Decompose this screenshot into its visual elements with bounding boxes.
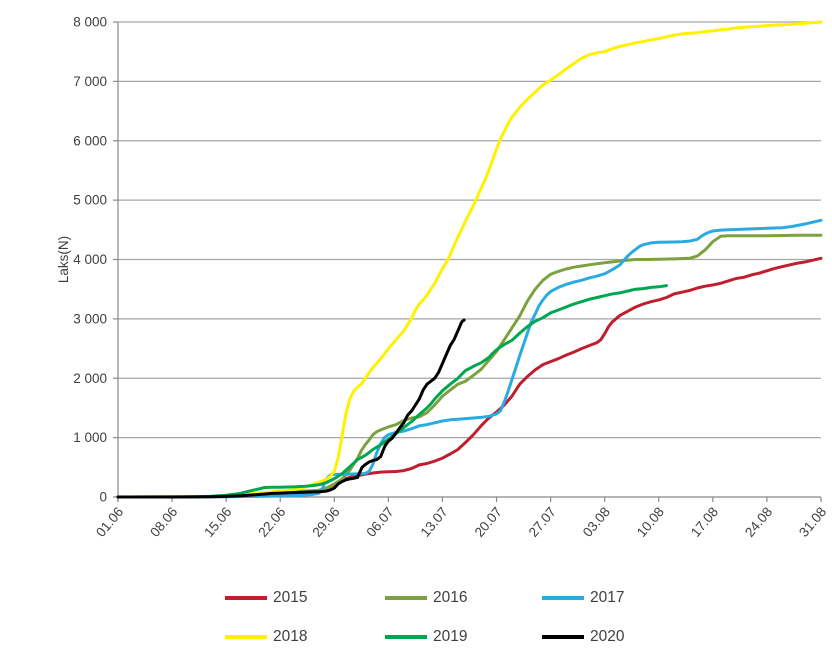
series-line-2018: [116, 20, 823, 499]
legend-line-swatch: [225, 595, 267, 600]
legend-line-swatch: [385, 595, 427, 600]
x-tick-label: 24.08: [742, 504, 775, 540]
legend-item: 2015: [225, 589, 385, 606]
gridlines: [113, 21, 822, 502]
legend-item: 2017: [542, 589, 692, 606]
legend-item: 2016: [385, 589, 542, 606]
legend-series-label: 2015: [273, 589, 308, 606]
legend-item: 2019: [385, 628, 542, 645]
x-tick-label: 17.08: [688, 504, 721, 540]
series-line-2017: [116, 218, 823, 499]
y-tick-label: 1 000: [73, 430, 107, 445]
y-tick-label: 0: [99, 490, 107, 505]
legend-line-swatch: [225, 634, 267, 639]
legend-line-swatch: [542, 634, 584, 639]
x-tick-label: 10.08: [634, 504, 667, 540]
series-line-2016: [116, 233, 823, 499]
x-tick-label: 29.06: [309, 504, 342, 540]
series-line-2020: [116, 318, 466, 499]
legend-series-label: 2020: [590, 628, 625, 645]
y-tick-label: 4 000: [73, 252, 107, 267]
y-tick-label: 7 000: [73, 74, 107, 89]
legend-item: 2018: [225, 628, 385, 645]
y-tick-label: 3 000: [73, 311, 107, 326]
legend-item: 2020: [542, 628, 692, 645]
y-tick-label: 6 000: [73, 133, 107, 148]
y-tick-label: 2 000: [73, 371, 107, 386]
legend-line-swatch: [385, 634, 427, 639]
y-tick-label: 5 000: [73, 193, 107, 208]
legend-line-swatch: [542, 595, 584, 600]
x-tick-label: 03.08: [580, 504, 613, 540]
legend-series-label: 2019: [433, 628, 468, 645]
x-tick-label: 13.07: [418, 504, 451, 540]
y-axis-title: Laks(N): [56, 236, 71, 283]
line-chart: 0 1 000 2 000 3 000 4 000 5 000 6 000 7 000 8 00…: [56, 15, 829, 540]
chart-legend: 2015 2016 2017 2018 2019 2020: [225, 589, 692, 645]
x-tick-label: 22.06: [255, 504, 288, 540]
x-tick-label: 15.06: [201, 504, 234, 540]
legend-series-label: 2018: [273, 628, 308, 645]
x-tick-label: 06.07: [363, 504, 396, 540]
x-tick-label: 20.07: [472, 504, 505, 540]
x-tick-label: 27.07: [526, 504, 559, 540]
x-tick-label: 31.08: [796, 504, 829, 540]
x-tick-label: 08.06: [147, 504, 180, 540]
legend-series-label: 2016: [433, 589, 468, 606]
series-line-2019: [116, 284, 668, 499]
legend-series-label: 2017: [590, 589, 625, 606]
x-tick-label: 01.06: [93, 504, 126, 540]
y-tick-label: 8 000: [73, 15, 107, 30]
